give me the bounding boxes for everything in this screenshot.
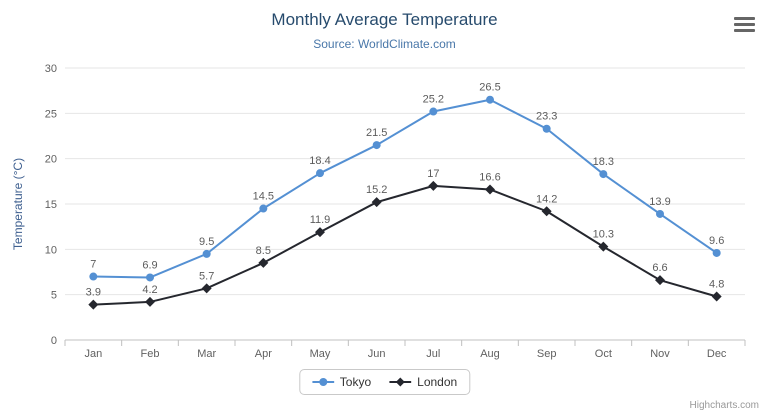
legend: Tokyo London — [298, 369, 471, 395]
svg-text:26.5: 26.5 — [479, 82, 500, 94]
svg-text:18.4: 18.4 — [309, 155, 330, 167]
tokyo-series-marker-icon — [311, 378, 334, 386]
svg-text:9.6: 9.6 — [709, 235, 724, 247]
svg-text:6.9: 6.9 — [142, 259, 157, 271]
legend-label-london: London — [417, 375, 458, 389]
svg-text:15: 15 — [45, 199, 57, 211]
svg-text:Sep: Sep — [537, 348, 557, 360]
svg-text:8.5: 8.5 — [256, 245, 271, 257]
svg-text:14.2: 14.2 — [536, 193, 557, 205]
svg-text:10.3: 10.3 — [593, 229, 614, 241]
chart-title: Monthly Average Temperature — [271, 10, 498, 29]
svg-text:May: May — [310, 348, 331, 360]
svg-text:Aug: Aug — [480, 348, 500, 360]
svg-text:10: 10 — [45, 244, 57, 256]
london-series-marker-icon — [389, 377, 412, 387]
svg-text:16.6: 16.6 — [479, 171, 500, 183]
svg-text:Mar: Mar — [197, 348, 216, 360]
svg-text:Jan: Jan — [84, 348, 102, 360]
legend-item-london[interactable]: London — [389, 375, 457, 389]
highcharts-credits-link[interactable]: Highcharts.com — [689, 400, 759, 411]
export-menu-icon[interactable] — [734, 17, 755, 32]
svg-text:25.2: 25.2 — [423, 94, 444, 106]
svg-text:18.3: 18.3 — [593, 156, 614, 168]
svg-text:0: 0 — [51, 335, 57, 347]
menu-line — [734, 23, 755, 26]
svg-text:4.2: 4.2 — [142, 284, 157, 296]
legend-item-tokyo[interactable]: Tokyo — [311, 375, 372, 389]
svg-text:Oct: Oct — [595, 348, 612, 360]
svg-text:25: 25 — [45, 108, 57, 120]
svg-text:15.2: 15.2 — [366, 184, 387, 196]
svg-text:7: 7 — [90, 259, 96, 271]
svg-text:Jul: Jul — [426, 348, 440, 360]
svg-text:Temperature (°C): Temperature (°C) — [11, 158, 25, 250]
svg-text:4.8: 4.8 — [709, 278, 724, 290]
chart-subtitle: Source: WorldClimate.com — [313, 37, 456, 51]
svg-text:20: 20 — [45, 154, 57, 166]
svg-text:9.5: 9.5 — [199, 236, 214, 248]
svg-text:11.9: 11.9 — [310, 214, 331, 226]
svg-text:13.9: 13.9 — [649, 196, 670, 208]
svg-text:Feb: Feb — [141, 348, 160, 360]
svg-text:14.5: 14.5 — [253, 191, 274, 203]
menu-line — [734, 29, 755, 32]
legend-label-tokyo: Tokyo — [339, 375, 372, 389]
svg-text:Jun: Jun — [368, 348, 386, 360]
menu-line — [734, 17, 755, 20]
svg-text:Nov: Nov — [650, 348, 670, 360]
svg-text:Apr: Apr — [255, 348, 272, 360]
svg-text:Dec: Dec — [707, 348, 727, 360]
svg-text:5: 5 — [51, 290, 57, 302]
svg-text:3.9: 3.9 — [86, 287, 101, 299]
svg-text:5.7: 5.7 — [199, 270, 214, 282]
svg-text:21.5: 21.5 — [366, 127, 387, 139]
svg-text:6.6: 6.6 — [652, 262, 667, 274]
svg-text:30: 30 — [45, 63, 57, 75]
svg-text:17: 17 — [427, 168, 439, 180]
svg-text:23.3: 23.3 — [536, 111, 557, 123]
